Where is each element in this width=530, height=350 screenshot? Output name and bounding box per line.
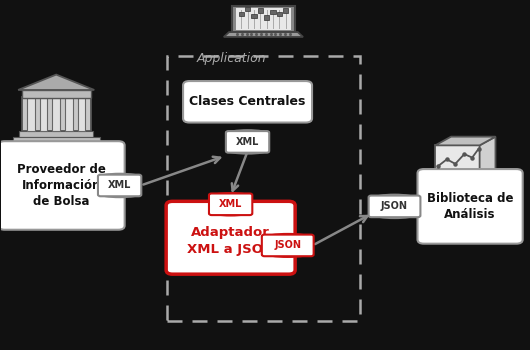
- Polygon shape: [245, 7, 250, 11]
- FancyBboxPatch shape: [22, 90, 91, 98]
- Text: JSON: JSON: [381, 201, 408, 211]
- Ellipse shape: [210, 208, 251, 215]
- Ellipse shape: [266, 234, 310, 242]
- Polygon shape: [374, 198, 414, 215]
- Text: Adaptador
XML a JSON: Adaptador XML a JSON: [187, 226, 274, 256]
- Polygon shape: [258, 8, 263, 13]
- Ellipse shape: [227, 130, 268, 137]
- Polygon shape: [27, 98, 34, 131]
- Polygon shape: [238, 12, 244, 16]
- Polygon shape: [52, 98, 60, 131]
- FancyBboxPatch shape: [0, 141, 125, 230]
- FancyBboxPatch shape: [209, 194, 252, 215]
- Polygon shape: [65, 98, 73, 131]
- FancyBboxPatch shape: [262, 234, 314, 256]
- Polygon shape: [435, 145, 480, 182]
- Ellipse shape: [100, 174, 140, 181]
- Polygon shape: [18, 75, 94, 90]
- FancyBboxPatch shape: [19, 131, 93, 137]
- Text: XML: XML: [219, 199, 242, 209]
- FancyBboxPatch shape: [13, 137, 100, 142]
- Text: Proveedor de
Información
de Bolsa: Proveedor de Información de Bolsa: [17, 163, 106, 208]
- Polygon shape: [435, 136, 496, 145]
- Polygon shape: [227, 133, 268, 150]
- Polygon shape: [266, 238, 310, 253]
- Text: Clases Centrales: Clases Centrales: [189, 95, 306, 108]
- Ellipse shape: [227, 147, 268, 154]
- Polygon shape: [78, 98, 85, 131]
- Polygon shape: [236, 8, 291, 30]
- FancyBboxPatch shape: [418, 169, 523, 244]
- Ellipse shape: [266, 249, 310, 257]
- Polygon shape: [100, 177, 140, 194]
- Text: XML: XML: [236, 137, 259, 147]
- FancyBboxPatch shape: [6, 142, 106, 148]
- Text: XML: XML: [108, 181, 131, 190]
- Polygon shape: [283, 8, 288, 13]
- Text: JSON: JSON: [274, 240, 301, 250]
- Ellipse shape: [374, 195, 414, 202]
- Polygon shape: [232, 6, 295, 32]
- Polygon shape: [277, 12, 282, 16]
- Polygon shape: [251, 14, 257, 18]
- Ellipse shape: [100, 190, 140, 197]
- FancyBboxPatch shape: [166, 201, 295, 274]
- Text: Biblioteca de
Análisis: Biblioteca de Análisis: [427, 192, 514, 221]
- FancyBboxPatch shape: [368, 196, 420, 217]
- Polygon shape: [264, 15, 269, 20]
- FancyBboxPatch shape: [98, 175, 142, 196]
- FancyBboxPatch shape: [22, 97, 91, 131]
- Polygon shape: [224, 32, 303, 37]
- Ellipse shape: [374, 211, 414, 218]
- Polygon shape: [270, 10, 276, 14]
- Polygon shape: [480, 136, 496, 182]
- Polygon shape: [40, 98, 47, 131]
- Polygon shape: [210, 197, 251, 212]
- FancyBboxPatch shape: [183, 81, 312, 122]
- Text: Application: Application: [196, 52, 266, 65]
- Ellipse shape: [210, 194, 251, 201]
- FancyBboxPatch shape: [226, 131, 269, 153]
